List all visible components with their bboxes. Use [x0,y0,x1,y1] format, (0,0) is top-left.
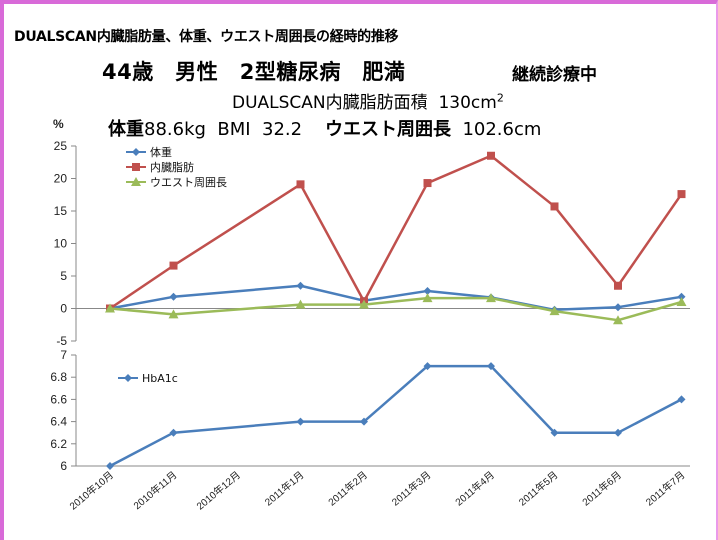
data-point-0-0-8 [614,303,622,312]
y-tick-label-1-0: 6 [60,459,67,473]
y-tick-label-0-2: 5 [60,269,67,283]
x-tick-label-8: 2011年6月 [580,468,624,508]
weight-value: 88.6kg [144,119,206,140]
data-point-1-0-5 [423,362,432,371]
legend-marker-0-1 [132,163,140,171]
x-tick-label-0: 2010年10月 [67,468,116,512]
y-tick-label-1-4: 6.8 [50,370,67,384]
data-point-0-1-5 [423,179,432,188]
treatment-status: 継続診療中 [512,65,597,85]
body-metrics-line: 体重88.6kg BMI 32.2 ウエスト周囲長 102.6cm [108,115,541,141]
x-tick-label-9: 2011年7月 [643,468,687,508]
dualscan-unit-sup: 2 [496,91,504,105]
dualscan-label: DUALSCAN内臓脂肪面積 [232,93,428,113]
data-point-0-2-7 [549,306,560,316]
data-point-0-1-7 [550,202,559,211]
x-tick-label-7: 2011年5月 [516,468,560,508]
waist-value: 102.6cm [462,119,542,140]
data-point-0-0-3 [296,281,305,290]
x-tick-label-2: 2010年12月 [194,468,243,512]
data-point-0-0-5 [423,286,432,295]
data-point-1-0-1 [169,428,178,437]
data-point-0-2-6 [486,293,496,303]
legend-marker-0-0 [132,148,140,156]
slide-title: DUALSCAN内臓脂肪量、体重、ウエスト周囲長の経時的推移 [14,29,399,45]
y-tick-label-0-1: 0 [60,302,67,316]
data-point-0-2-3 [295,299,306,309]
legend-label-1-0: HbA1c [142,372,178,385]
weight-label: 体重 [108,119,144,140]
data-point-1-0-8 [614,428,622,437]
data-point-1-0-6 [487,362,495,371]
data-point-0-2-9 [676,297,687,306]
legend-label-0-1: 内臓脂肪 [150,160,194,174]
dualscan-value: 130cm [438,93,497,113]
waist-label: ウエスト周囲長 [325,119,451,140]
dualscan-line: DUALSCAN内臓脂肪面積 130cm2 [232,88,504,113]
y-tick-label-1-2: 6.4 [50,415,67,429]
data-point-0-2-1 [168,309,179,319]
y-tick-label-1-3: 6.6 [50,392,67,406]
y-axis-label-0: % [53,117,64,131]
data-point-0-1-9 [677,190,686,199]
y-tick-label-0-5: 20 [54,172,68,186]
data-point-0-2-0 [105,303,115,313]
data-point-1-0-0 [106,462,114,470]
x-tick-label-3: 2011年1月 [262,468,306,508]
data-point-1-0-3 [296,417,305,426]
series-line-1-0 [109,364,683,468]
x-tick-label-1: 2010年11月 [131,468,180,512]
y-tick-label-0-0: -5 [56,334,67,348]
y-tick-label-0-6: 25 [54,139,68,153]
bmi-label: BMI [217,119,251,140]
bmi-value: 32.2 [262,119,303,140]
legend-marker-1-0 [124,374,132,382]
legend-label-0-2: ウエスト周囲長 [150,176,227,189]
data-point-0-2-5 [422,293,433,303]
y-tick-label-1-1: 6.2 [50,437,67,451]
y-tick-label-1-5: 7 [60,348,67,362]
series-line-0-0 [109,284,682,312]
x-tick-label-6: 2011年4月 [453,468,497,508]
y-tick-label-0-4: 15 [54,204,68,218]
legend-label-0-0: 体重 [150,145,172,159]
x-tick-label-5: 2011年3月 [389,468,433,508]
y-tick-label-0-3: 10 [54,237,68,251]
data-point-1-0-4 [360,417,368,426]
data-point-0-1-6 [487,151,495,160]
data-point-0-1-8 [614,281,622,290]
data-point-1-0-9 [677,395,686,404]
data-point-0-1-1 [169,261,178,270]
data-point-0-1-3 [296,180,305,189]
legend-marker-0-2 [131,177,141,186]
data-point-0-0-9 [677,292,686,301]
patient-info: 44歳 男性 2型糖尿病 肥満 [102,60,406,84]
x-tick-label-4: 2011年2月 [326,468,370,508]
data-point-1-0-7 [550,428,559,437]
data-point-0-2-8 [613,315,623,325]
data-point-0-0-1 [169,292,178,301]
data-point-0-2-4 [359,299,369,309]
